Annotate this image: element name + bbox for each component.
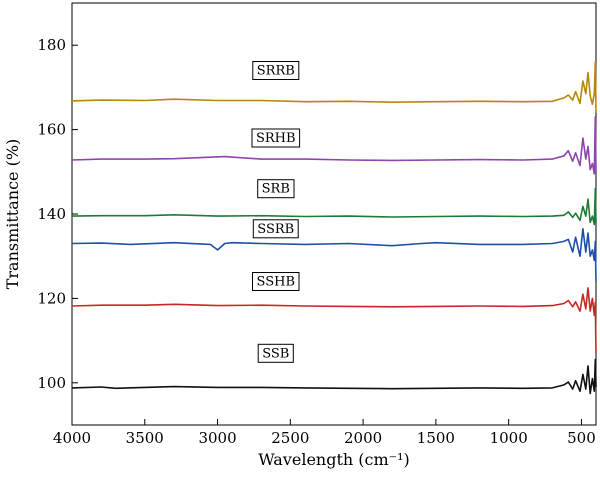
y-tick-label: 100: [37, 374, 66, 392]
series-label-box: [252, 272, 300, 291]
series-label-box: [252, 61, 300, 80]
x-tick-label: 4000: [53, 429, 91, 447]
series-label-box: [252, 219, 299, 239]
plot-frame: [71, 2, 597, 426]
x-axis-title: Wavelength (cm⁻¹): [258, 450, 410, 469]
y-axis: 100 120 140 160 180: [37, 36, 78, 392]
y-axis-title: Transmittance (%): [3, 139, 22, 290]
series-label-sshb: SSHB: [257, 275, 295, 290]
y-tick-label: 120: [37, 289, 66, 307]
y-tick-label: 140: [37, 205, 66, 223]
series-label-box: [257, 179, 295, 199]
series-line-srb: [71, 187, 597, 226]
series-label-box: [257, 343, 294, 363]
series-label-box: [251, 128, 301, 148]
series-lines: [71, 61, 597, 395]
series-line-srhb: [71, 116, 597, 175]
series-label-srrb: SRRB: [257, 64, 295, 79]
series-line-srrb: [71, 61, 597, 113]
x-tick-label: 3000: [198, 429, 236, 447]
series-label-srb: SRB: [262, 182, 290, 197]
x-tick-label: 2500: [271, 429, 309, 447]
x-tick-label: 1000: [490, 429, 528, 447]
y-tick-label: 160: [37, 121, 66, 139]
x-tick-label: 2000: [344, 429, 382, 447]
series-line-ssb: [71, 358, 597, 395]
series-label-ssb: SSB: [262, 346, 289, 361]
series-line-sshb: [71, 287, 597, 354]
x-axis: 4000 3500 3000 2500 2000 1500 1000 500: [53, 419, 596, 447]
y-tick-label: 180: [37, 36, 66, 54]
x-tick-label: 3500: [126, 429, 164, 447]
x-tick-label: 500: [567, 429, 596, 447]
series-label-srhb: SRHB: [256, 131, 296, 146]
series-labels: SRRB SRHB SRB SSRB SSHB SSB: [251, 61, 301, 363]
series-line-ssrb: [71, 228, 597, 282]
series-label-ssrb: SSRB: [257, 222, 294, 237]
x-tick-label: 1500: [417, 429, 455, 447]
